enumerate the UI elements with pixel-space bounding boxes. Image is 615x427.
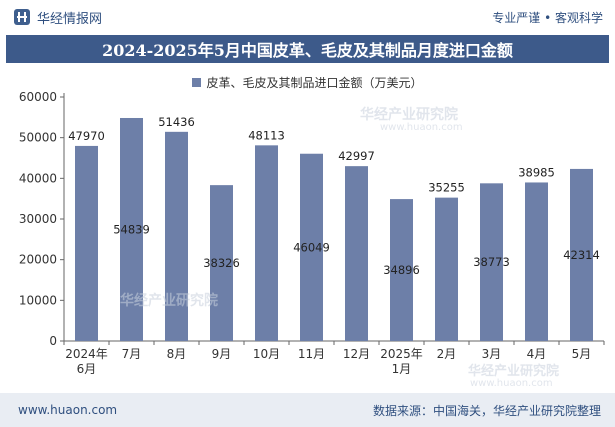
data-label: 54839: [113, 222, 150, 236]
footer-website[interactable]: www.huaon.com: [18, 403, 118, 417]
bar: [435, 197, 458, 341]
brand-name: 华经情报网: [37, 11, 103, 27]
data-label: 34896: [383, 263, 420, 277]
data-source: 数据来源：中国海关，华经产业研究院整理: [372, 403, 601, 418]
x-tick-label: 8月: [167, 347, 187, 361]
data-label: 38326: [203, 256, 240, 270]
bar: [255, 145, 278, 341]
x-tick-label: 11月: [298, 347, 325, 361]
data-label: 51436: [158, 115, 195, 129]
chart-title: 2024-2025年5月中国皮革、毛皮及其制品月度进口金额: [102, 41, 513, 60]
bar: [75, 145, 98, 341]
x-tick-label: 6月: [77, 362, 97, 376]
y-tick-label: 60000: [19, 90, 57, 104]
bar: [390, 199, 413, 341]
y-tick-label: 30000: [19, 212, 57, 226]
y-tick-label: 20000: [19, 253, 57, 267]
data-label: 35255: [428, 181, 465, 195]
x-tick-label: 4月: [527, 347, 547, 361]
x-tick-label: 2月: [437, 347, 457, 361]
x-tick-label: 7月: [122, 347, 142, 361]
bar: [165, 131, 188, 341]
x-tick-label: 2025年: [380, 347, 423, 361]
x-tick-label: 3月: [482, 347, 502, 361]
data-label: 47970: [68, 129, 105, 143]
data-label: 48113: [248, 128, 285, 142]
bar: [570, 168, 593, 341]
data-label: 38985: [518, 165, 555, 179]
bar: [210, 185, 233, 341]
title-banner: 2024-2025年5月中国皮革、毛皮及其制品月度进口金额: [6, 35, 609, 63]
slogan: 专业严谨 • 客观科学: [492, 10, 603, 25]
x-tick-label: 5月: [572, 347, 592, 361]
y-tick-label: 10000: [19, 293, 57, 307]
bar-chart: 0 10000 20000 30000 40000 50000 60000 47970 2024…: [19, 90, 605, 376]
footer: www.huaon.com 数据来源：中国海关，华经产业研究院整理: [0, 393, 615, 427]
x-tick-label: 12月: [343, 347, 370, 361]
bar: [120, 117, 143, 341]
data-label: 38773: [473, 255, 510, 269]
legend-label: 皮革、毛皮及其制品进口金额（万美元）: [206, 76, 423, 90]
data-label: 42997: [338, 149, 375, 163]
x-tick-label: 10月: [253, 347, 280, 361]
brand[interactable]: 华经情报网: [14, 8, 102, 27]
x-tick-label: 1月: [392, 362, 412, 376]
data-label: 42314: [563, 248, 600, 262]
bar: [525, 182, 548, 341]
bar: [300, 153, 323, 341]
y-tick-label: 50000: [19, 131, 57, 145]
brand-logo-icon: [14, 9, 30, 25]
top-bar: 华经情报网 专业严谨 • 客观科学: [0, 0, 615, 34]
x-tick-label: 9月: [212, 347, 232, 361]
bar: [480, 183, 503, 341]
data-label: 46049: [293, 240, 330, 254]
legend: 皮革、毛皮及其制品进口金额（万美元）: [0, 74, 615, 91]
y-tick-label: 40000: [19, 171, 57, 185]
legend-swatch: [192, 78, 202, 87]
bar: [345, 166, 368, 341]
x-tick-label: 2024年: [65, 347, 108, 361]
y-tick-label: 0: [49, 334, 57, 348]
